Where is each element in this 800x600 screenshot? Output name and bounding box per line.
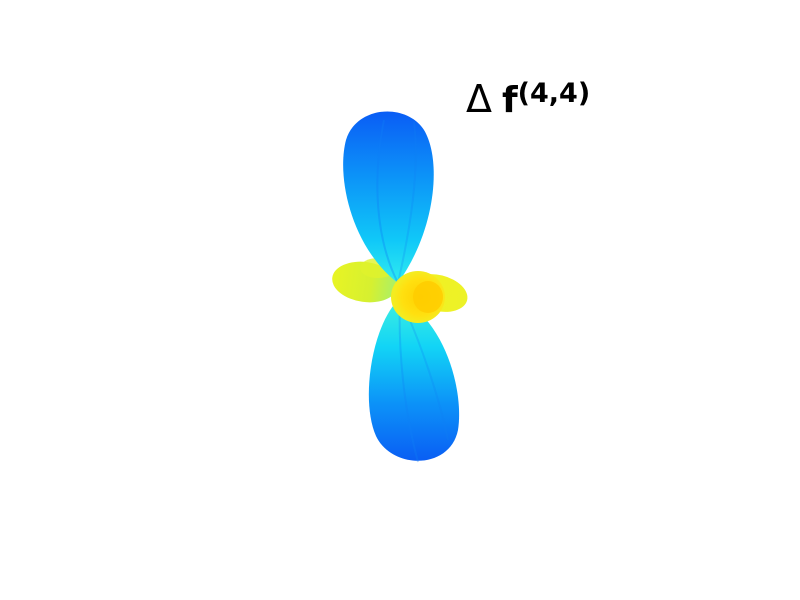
- top-lobe: [343, 111, 434, 284]
- center-blob: [391, 271, 445, 323]
- delta-symbol: Δ: [466, 77, 492, 121]
- title-function: f: [502, 80, 518, 121]
- title-superscript: (4,4): [517, 77, 591, 109]
